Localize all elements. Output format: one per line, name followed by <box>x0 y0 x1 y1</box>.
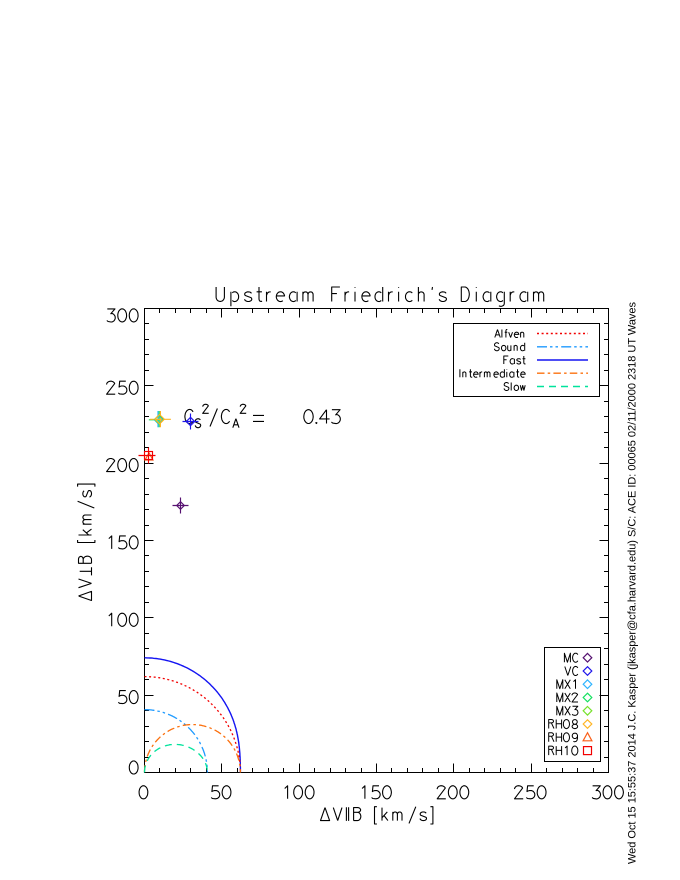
svg-text:Wed Oct 15 15:55:37 2014 J.C: Wed Oct 15 15:55:37 2014 J.C. Kasper (jk… <box>627 302 639 865</box>
